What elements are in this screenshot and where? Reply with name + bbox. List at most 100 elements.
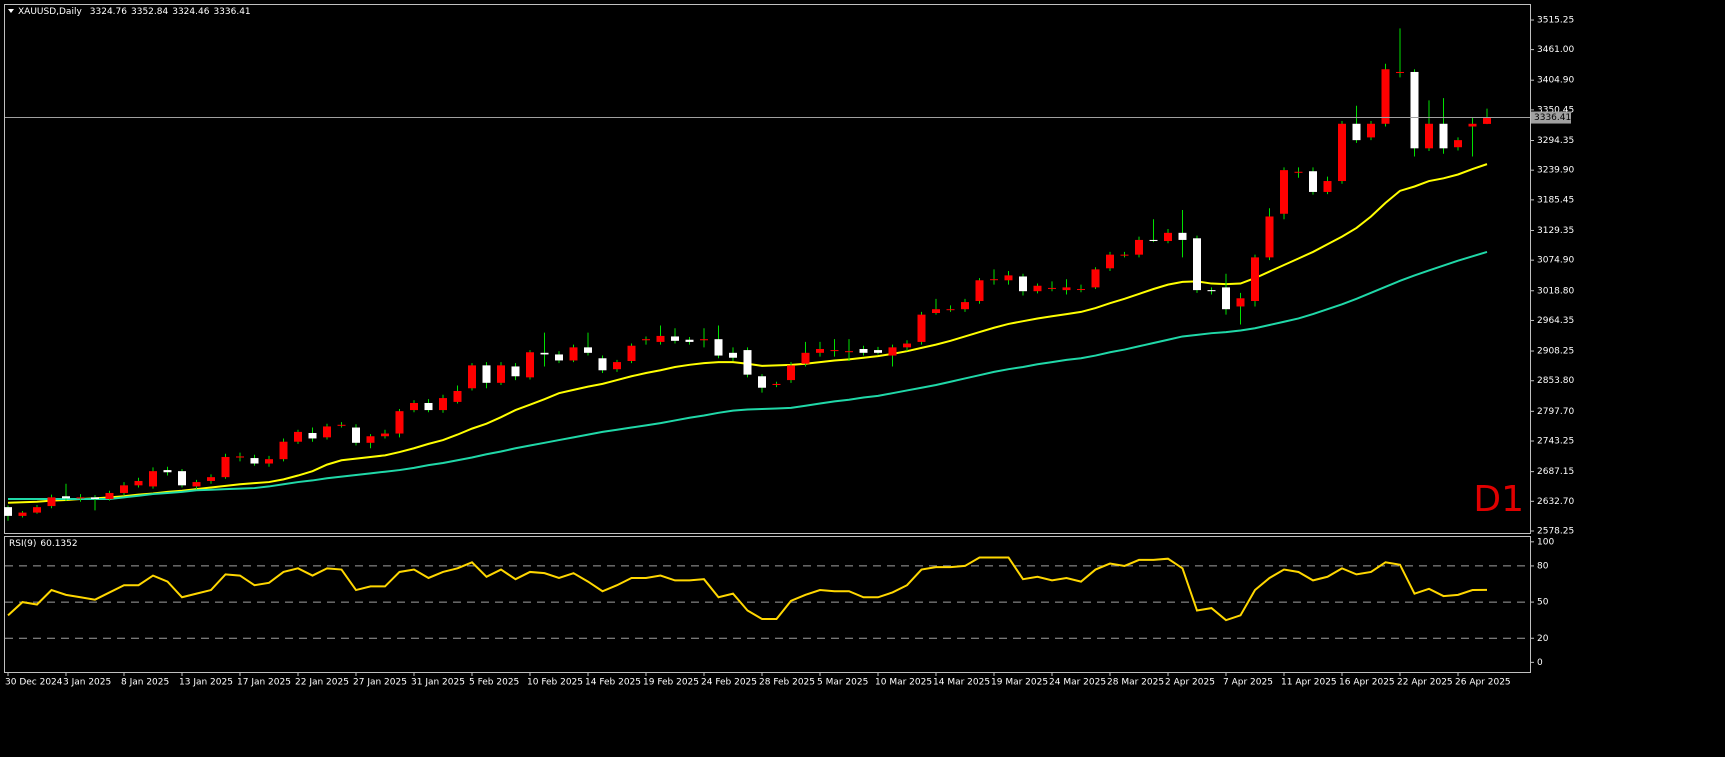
x-tick-label: 31 Jan 2025 [411,678,465,688]
candle-body [1454,140,1462,148]
y-tick-label: 2908.25 [1537,347,1574,357]
price-tag-label: 3336.41 [1534,113,1571,123]
candle-body [120,485,128,493]
candle-body [482,365,491,383]
candle-body [1149,239,1158,242]
candle-body [207,477,215,481]
candle-body [671,336,679,341]
candle-body [395,411,404,434]
menu-icon[interactable] [8,9,14,13]
candle-body [1033,285,1042,292]
x-tick-label: 14 Feb 2025 [585,678,641,688]
candle-body [830,350,839,352]
y-tick-label: 3074.90 [1537,256,1574,266]
candle-body [758,376,766,388]
candle-body [1164,232,1172,242]
close-value: 3336.41 [213,7,250,17]
candle-body [1396,71,1404,73]
y-tick-label: 3129.35 [1537,226,1574,236]
candle-body [1106,254,1114,269]
x-tick-label: 11 Apr 2025 [1281,678,1337,688]
candle-body [76,497,85,499]
candle-body [917,314,926,342]
y-tick-label: 0 [1537,658,1543,668]
candle-body [903,343,911,348]
candle-body [352,427,360,443]
candle-body [1294,171,1303,173]
y-tick-label: 2743.25 [1537,437,1574,447]
candle-body [453,390,462,402]
y-tick-label: 3404.90 [1537,76,1574,86]
candle-body [1019,276,1027,292]
candle-body [192,482,201,487]
candle-body [845,351,853,353]
candle-body [4,507,12,516]
x-tick-label: 10 Mar 2025 [875,678,932,688]
x-tick-label: 2 Apr 2025 [1165,678,1215,688]
candle-body [366,436,375,443]
candle-body [221,456,230,478]
y-tick-label: 3018.80 [1537,286,1574,296]
candle-body [685,339,694,342]
rsi-value: 60.1352 [40,539,77,549]
candle-body [1062,287,1071,291]
y-tick-label: 3185.45 [1537,195,1574,205]
x-tick-label: 10 Feb 2025 [527,678,583,688]
timeframe-watermark: D1 [1473,479,1524,520]
x-tick-label: 22 Apr 2025 [1397,678,1453,688]
candle-body [163,470,172,473]
candle-body [569,347,578,361]
candle-body [787,365,795,381]
candle-body [656,335,665,342]
x-tick-label: 14 Mar 2025 [933,678,990,688]
candle-body [18,512,27,516]
candle-body [584,347,592,353]
candle-body [1265,216,1274,258]
candle-body [540,352,549,355]
candle-body [105,492,114,499]
y-tick-label: 2632.70 [1537,497,1574,507]
candle-body [47,497,56,507]
candle-body [1439,123,1448,149]
candle-body [1468,123,1477,127]
y-tick-label: 3461.00 [1537,45,1574,55]
high-value: 3352.84 [131,7,168,17]
y-tick-label: 50 [1537,598,1549,608]
x-tick-label: 28 Mar 2025 [1107,678,1164,688]
y-tick-label: 100 [1537,537,1554,547]
y-tick-label: 3350.45 [1537,105,1574,115]
candle-body [265,459,273,464]
x-tick-label: 22 Jan 2025 [295,678,349,688]
candle-body [1091,269,1100,288]
candle-body [1381,69,1390,124]
candle-body [381,433,389,437]
x-tick-label: 5 Feb 2025 [469,678,519,688]
price-tag [1531,111,1571,124]
candle-body [1004,275,1013,281]
x-tick-label: 27 Jan 2025 [353,678,407,688]
candle-body [250,458,259,464]
y-tick-label: 2853.80 [1537,376,1574,386]
candle-body [946,309,955,311]
y-tick-label: 20 [1537,634,1549,644]
candle-body [975,280,984,302]
candle-body [337,424,346,426]
y-tick-label: 2797.70 [1537,407,1574,417]
x-tick-label: 19 Mar 2025 [991,678,1048,688]
candle-body [323,426,331,438]
candle-body [1425,123,1433,149]
candle-body [700,339,708,341]
candle-body [1077,289,1085,291]
candle-body [236,456,244,458]
candle-body [1222,287,1230,310]
candle-body [1309,171,1317,192]
chart-header: XAUUSD,Daily 3324.76 3352.84 3324.46 3336.41 [18,7,251,17]
candle-body [1236,298,1245,307]
candle-body [990,279,998,281]
candle-body [801,352,810,364]
candle-body [1251,257,1259,302]
candle-body [1120,254,1129,256]
candle-body [642,339,650,341]
